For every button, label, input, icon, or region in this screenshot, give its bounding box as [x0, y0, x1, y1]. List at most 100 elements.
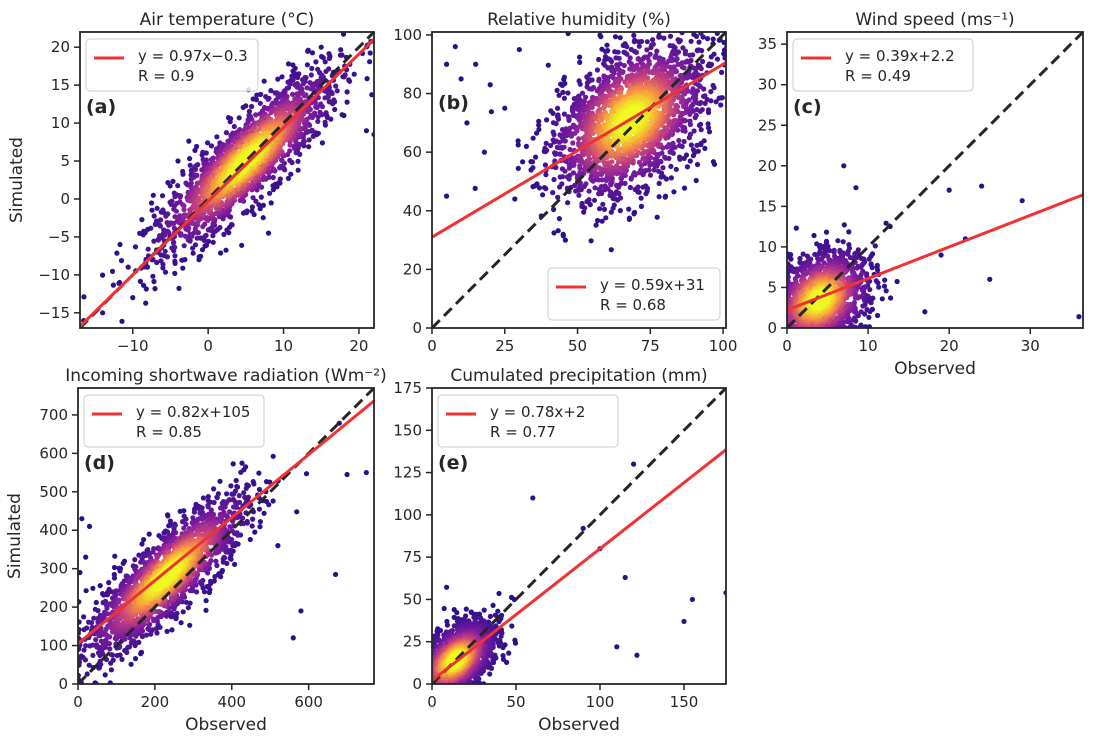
scatter-point: [635, 184, 641, 190]
scatter-point: [308, 72, 314, 78]
scatter-point: [553, 121, 559, 127]
scatter-point: [716, 95, 722, 101]
outlier-point: [100, 310, 106, 316]
panel-letter: (a): [86, 96, 116, 118]
scatter-point: [285, 61, 292, 67]
scatter-point: [696, 122, 703, 128]
scatter-point: [190, 245, 196, 251]
scatter-point: [180, 265, 186, 271]
scatter-point: [261, 174, 267, 180]
scatter-point: [692, 115, 698, 121]
scatter-point: [140, 282, 147, 288]
scatter-point: [367, 50, 373, 56]
scatter-point: [188, 184, 194, 191]
scatter-point: [148, 200, 155, 206]
scatter-point: [597, 206, 603, 212]
scatter-point: [181, 243, 187, 249]
legend-box: [85, 38, 259, 92]
scatter-point: [858, 322, 864, 328]
scatter-point: [277, 176, 283, 182]
scatter-point: [279, 74, 285, 80]
y-tick-label: 20: [403, 260, 422, 278]
scatter-point: [210, 239, 216, 245]
scatter-point: [472, 185, 478, 191]
scatter-point: [192, 166, 199, 172]
scatter-point: [561, 76, 567, 83]
scatter-point: [295, 167, 301, 173]
scatter-point: [596, 56, 602, 63]
scatter-point: [151, 213, 157, 219]
fit-line: [80, 38, 374, 328]
scatter-point: [555, 228, 561, 234]
scatter-point: [285, 85, 292, 91]
scatter-point: [705, 125, 712, 131]
scatter-point: [182, 212, 188, 218]
scatter-point: [268, 88, 274, 94]
scatter-point: [488, 109, 494, 115]
scatter-point: [570, 170, 577, 176]
scatter-point: [175, 183, 181, 189]
outlier-point: [130, 295, 136, 301]
scatter-point: [648, 44, 654, 51]
scatter-point: [118, 258, 125, 264]
scatter-point: [574, 128, 580, 134]
scatter-point: [536, 126, 542, 133]
scatter-point: [203, 150, 209, 156]
scatter-point: [162, 248, 168, 254]
scatter-point: [677, 73, 683, 79]
scatter-point: [706, 129, 713, 135]
scatter-point: [627, 184, 634, 191]
scatter-point: [876, 284, 882, 290]
scatter-point: [562, 80, 568, 87]
scatter-point: [555, 116, 562, 122]
scatter-point: [258, 194, 264, 200]
outlier-point: [473, 61, 479, 67]
scatter-point: [556, 92, 562, 98]
scatter-point: [705, 121, 711, 127]
scatter-point: [654, 214, 660, 220]
scatter-point: [221, 231, 227, 237]
scatter-point: [879, 296, 885, 302]
scatter-point: [317, 109, 323, 115]
scatter-point: [187, 231, 193, 237]
scatter-point: [194, 172, 200, 178]
scatter-point: [696, 39, 702, 45]
scatter-point: [788, 256, 794, 262]
scatter-point: [543, 172, 549, 178]
scatter-point: [180, 171, 186, 177]
x-tick-label: 0: [427, 337, 437, 355]
scatter-point: [883, 288, 889, 294]
scatter-point: [673, 166, 679, 172]
scatter-point: [202, 221, 208, 227]
scatter-point: [677, 154, 683, 160]
scatter-point: [567, 172, 573, 178]
outlier-point: [516, 46, 522, 53]
scatter-point: [572, 182, 578, 188]
scatter-point: [626, 206, 632, 212]
scatter-point: [302, 99, 308, 105]
scatter-point: [176, 220, 182, 226]
scatter-point: [300, 139, 306, 145]
scatter-point: [590, 130, 596, 136]
scatter-point: [848, 322, 854, 328]
scatter-point: [543, 140, 549, 146]
scatter-point: [144, 263, 150, 270]
scatter-point: [600, 201, 606, 207]
outlier-point: [341, 112, 347, 119]
scatter-point: [714, 32, 720, 36]
scatter-point: [167, 183, 173, 189]
scatter-point: [636, 159, 643, 165]
scatter-point: [827, 248, 833, 254]
scatter-point: [236, 115, 242, 121]
scatter-point: [237, 197, 243, 203]
scatter-point: [270, 183, 276, 189]
scatter-point: [631, 32, 637, 39]
scatter-point: [177, 231, 183, 237]
scatter-point: [667, 129, 673, 135]
scatter-point: [181, 203, 187, 209]
scatter-point: [708, 54, 714, 60]
y-tick-label: −15: [38, 304, 70, 322]
scatter-point: [608, 209, 614, 215]
scatter-point: [601, 86, 608, 92]
scatter-point: [564, 132, 570, 139]
